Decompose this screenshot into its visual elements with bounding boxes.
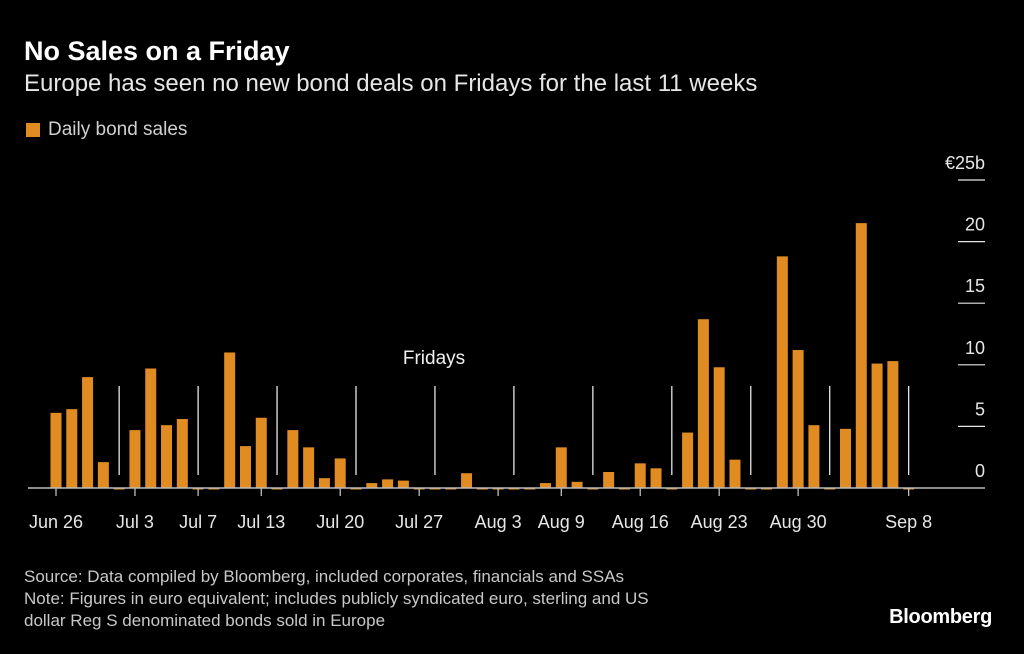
x-tick-label: Sep 8 — [885, 512, 932, 532]
fridays-annotation: Fridays — [403, 348, 465, 369]
x-tick-label: Aug 30 — [770, 512, 827, 532]
bar — [50, 412, 62, 488]
bar — [224, 352, 236, 488]
bar — [713, 367, 725, 488]
x-tick-label: Jul 20 — [316, 512, 364, 532]
bar — [792, 350, 804, 488]
legend: Daily bond sales — [26, 119, 187, 141]
bar — [176, 419, 188, 488]
source-note: Source: Data compiled by Bloomberg, incl… — [24, 567, 625, 586]
bar — [366, 483, 378, 488]
bar — [634, 463, 646, 488]
x-tick-label: Jul 3 — [116, 512, 154, 532]
y-tick-label: 15 — [965, 276, 985, 296]
y-tick-label: 10 — [965, 338, 985, 358]
footnote-line-2: dollar Reg S denominated bonds sold in E… — [24, 611, 386, 630]
bar — [776, 256, 788, 488]
legend-swatch — [26, 123, 40, 137]
bar — [66, 409, 78, 488]
bar — [603, 471, 615, 488]
bar — [539, 483, 551, 488]
bar — [808, 425, 820, 488]
bar — [871, 363, 883, 488]
x-tick-label: Aug 3 — [475, 512, 522, 532]
bar — [650, 468, 662, 488]
bar — [697, 319, 709, 488]
x-tick-label: Aug 9 — [538, 512, 585, 532]
bar — [855, 223, 867, 488]
x-tick-label: Aug 16 — [612, 512, 669, 532]
bloomberg-logo: Bloomberg — [889, 606, 992, 628]
y-tick-label: 20 — [965, 215, 985, 235]
legend-label: Daily bond sales — [48, 119, 188, 140]
x-tick-label: Jul 13 — [237, 512, 285, 532]
x-tick-label: Aug 23 — [691, 512, 748, 532]
bar — [682, 432, 694, 488]
chart-subtitle: Europe has seen no new bond deals on Fri… — [24, 70, 758, 97]
bar — [318, 478, 330, 488]
chart-title: No Sales on a Friday — [24, 36, 290, 66]
bar — [382, 479, 394, 488]
bar — [840, 428, 851, 488]
y-tick-label: 0 — [975, 461, 985, 481]
footnote-line-1: Note: Figures in euro equivalent; includ… — [24, 589, 649, 608]
bar — [239, 446, 251, 488]
bar — [97, 462, 109, 488]
bar — [397, 480, 409, 488]
bar — [887, 361, 899, 488]
bar — [729, 459, 741, 488]
bar — [303, 447, 315, 488]
bar — [82, 377, 94, 488]
y-tick-label: €25b — [945, 153, 985, 173]
bar — [145, 368, 157, 488]
bar — [555, 447, 567, 488]
bar — [129, 430, 141, 488]
bar — [287, 430, 299, 488]
bar — [334, 458, 346, 488]
bar — [161, 425, 173, 488]
y-tick-label: 5 — [975, 399, 985, 419]
bar — [255, 417, 267, 488]
x-tick-label: Jul 7 — [179, 512, 217, 532]
bar — [461, 473, 473, 488]
x-tick-label: Jun 26 — [29, 512, 83, 532]
x-tick-label: Jul 27 — [395, 512, 443, 532]
bar — [571, 481, 583, 488]
